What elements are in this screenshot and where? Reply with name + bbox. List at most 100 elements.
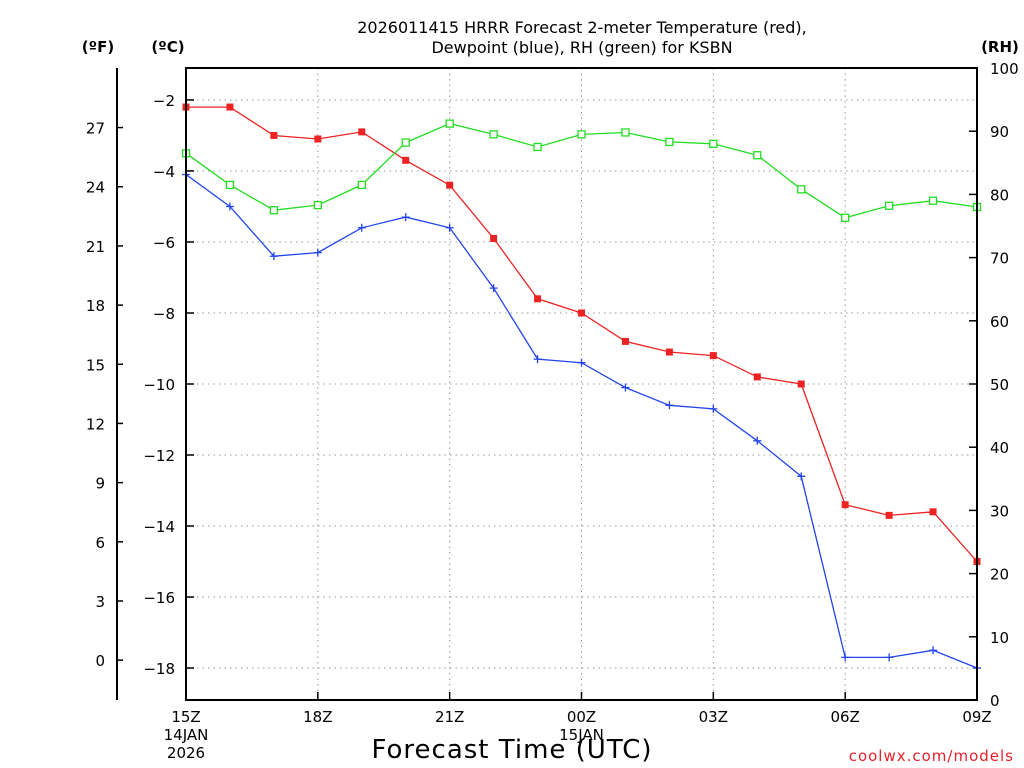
rh-point (753, 151, 762, 160)
x-tick-label: 09Z (962, 708, 991, 726)
celsius-tick-label: −10 (143, 376, 175, 394)
celsius-tick-label: −4 (153, 163, 175, 181)
x-tick-date-label: 14JAN (164, 726, 209, 744)
rh-point (269, 206, 279, 215)
dewpoint-point (797, 472, 806, 481)
fahrenheit-tick-label: 15 (86, 356, 105, 374)
dewpoint-point (225, 202, 234, 211)
rh-tick-label: 60 (990, 313, 1009, 331)
celsius-unit-label: (ºC) (151, 38, 184, 56)
temperature-point (621, 337, 629, 345)
credit-text: coolwx.com/models (849, 747, 1014, 765)
rh-tick-label: 90 (990, 123, 1009, 141)
rh-point (489, 130, 498, 139)
rh-point (225, 180, 235, 190)
dewpoint-point (885, 653, 894, 662)
x-tick-date-label: 15JAN (559, 726, 604, 744)
temperature-point (490, 234, 498, 242)
chart-title-line2: Dewpoint (blue), RH (green) for KSBN (431, 38, 732, 57)
temperature-point (578, 309, 585, 317)
temperature-point (314, 135, 322, 143)
temperature-point (534, 295, 542, 303)
fahrenheit-tick-label: 18 (86, 297, 105, 315)
dewpoint-point (665, 401, 674, 410)
rh-point (621, 128, 630, 137)
temperature-point (358, 128, 366, 136)
fahrenheit-tick-label: 9 (95, 475, 105, 493)
x-tick-label: 21Z (435, 708, 464, 726)
x-tick-label: 00Z (567, 708, 596, 726)
dewpoint-point (357, 223, 366, 232)
fahrenheit-tick-label: 21 (86, 238, 105, 256)
x-tick-year-label: 2026 (167, 744, 205, 762)
rh-tick-label: 70 (990, 250, 1009, 268)
x-tick-label: 18Z (303, 708, 332, 726)
temperature-point (270, 131, 278, 139)
fahrenheit-tick-label: 24 (86, 179, 105, 197)
rh-point (928, 196, 938, 205)
rh-point (884, 201, 894, 210)
temperature-point (797, 380, 805, 388)
rh-tick-label: 20 (990, 566, 1009, 584)
rh-tick-label: 100 (990, 60, 1019, 78)
rh-tick-label: 0 (990, 692, 1000, 710)
chart-title-line1: 2026011415 HRRR Forecast 2-meter Tempera… (357, 18, 807, 37)
celsius-tick-label: −8 (153, 305, 175, 323)
fahrenheit-tick-label: 6 (95, 534, 105, 552)
celsius-tick-label: −2 (153, 92, 175, 110)
celsius-tick-label: −18 (143, 660, 175, 678)
rh-point (841, 213, 850, 222)
rh-tick-label: 30 (990, 502, 1009, 520)
rh-point (445, 119, 454, 128)
rh-unit-label: (RH) (981, 38, 1019, 56)
temperature-series-line (186, 106, 978, 562)
dewpoint-point (269, 252, 278, 261)
rh-point (401, 138, 410, 147)
rh-tick-label: 40 (990, 439, 1009, 457)
fahrenheit-tick-label: 3 (95, 593, 105, 611)
temperature-point (446, 181, 454, 189)
dewpoint-point (841, 653, 850, 662)
x-axis-title: Forecast Time (UTC) (371, 735, 652, 765)
celsius-tick-label: −16 (143, 589, 175, 607)
fahrenheit-tick-label: 12 (86, 415, 105, 433)
dewpoint-point (401, 213, 410, 222)
grid-layer (186, 68, 977, 700)
temperature-point (709, 352, 717, 360)
dewpoint-point (621, 383, 630, 392)
x-tick-label: 03Z (699, 708, 728, 726)
celsius-tick-label: −12 (143, 447, 175, 465)
celsius-tick-label: −6 (153, 234, 175, 252)
dewpoint-point (709, 404, 718, 413)
dewpoint-point (533, 355, 542, 364)
x-tick-label: 15Z (171, 708, 200, 726)
fahrenheit-tick-label: 27 (86, 120, 105, 138)
rh-point (577, 130, 586, 139)
temperature-point (929, 508, 937, 516)
fahrenheit-unit-label: (ºF) (82, 38, 114, 56)
dewpoint-point (577, 358, 586, 367)
rh-tick-label: 50 (990, 376, 1009, 394)
dewpoint-point (313, 248, 322, 257)
temperature-point (226, 103, 234, 111)
rh-point (313, 200, 322, 210)
temperature-point (753, 373, 761, 381)
dewpoint-point (753, 436, 762, 445)
temperature-point (665, 348, 673, 356)
rh-point (797, 185, 806, 194)
rh-tick-label: 10 (990, 629, 1009, 647)
series-layer (181, 103, 982, 673)
celsius-tick-label: −14 (143, 518, 175, 536)
rh-point (357, 180, 366, 190)
fahrenheit-tick-label: 0 (95, 652, 105, 670)
rh-tick-label: 80 (990, 186, 1009, 204)
dewpoint-point (489, 284, 498, 293)
x-tick-label: 06Z (830, 708, 859, 726)
dewpoint-point (445, 223, 454, 232)
rh-point (533, 142, 542, 152)
temperature-point (841, 501, 849, 509)
dewpoint-point (929, 646, 938, 655)
rh-point (665, 137, 674, 147)
